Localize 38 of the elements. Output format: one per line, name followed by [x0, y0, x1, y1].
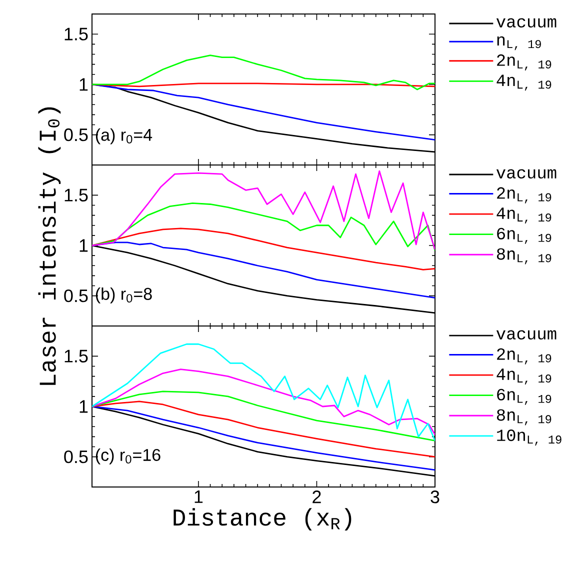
line-series — [92, 170, 435, 250]
line-series — [92, 343, 435, 442]
x-axis-title: Distance (x$_{R}$) — [174, 508, 352, 530]
legend-label: 2n$_{L, 19}$ — [497, 187, 552, 204]
y-axis-title: Laser intensity (I$_{0}$) — [38, 107, 61, 385]
legend-label: vacuum — [496, 330, 556, 340]
legend-label: 6n$_{L, 19}$ — [497, 228, 552, 244]
legend-label: 8n$_{L, 19}$ — [496, 248, 552, 264]
legend-label: 4n$_{L, 19}$ — [496, 368, 552, 385]
y-tick-label: 1.5 — [64, 188, 88, 202]
legend-label: vacuum — [496, 169, 556, 179]
line-series — [92, 390, 435, 442]
legend-label: 2n$_{L, 19}$ — [497, 54, 552, 71]
legend-label: 4n$_{L, 19}$ — [496, 74, 552, 91]
legend-label: 10n$_{L, 19}$ — [497, 430, 562, 446]
y-tick-label: 0.5 — [64, 128, 88, 142]
y-tick-label: 0.5 — [64, 289, 88, 302]
annotation: (c) r$_{0}$=16 — [96, 448, 160, 464]
y-tick-label: 1 — [80, 78, 88, 91]
legend-label: 4n$_{L, 19}$ — [496, 208, 552, 224]
y-tick-label: 1.5 — [64, 28, 88, 40]
annotation: (b) r$_{0}$=8 — [96, 288, 152, 304]
legend-label: vacuum — [496, 18, 556, 28]
x-tick-label: 1 — [194, 490, 203, 503]
annotation: (a) r$_{0}$=4 — [96, 128, 152, 144]
line-series — [92, 54, 435, 90]
y-tick-label: 1 — [80, 400, 88, 413]
y-tick-label: 1.5 — [64, 350, 88, 362]
legend-label: 2n$_{L, 19}$ — [497, 348, 552, 364]
line-series — [92, 368, 435, 436]
legend-label: 8n$_{L, 19}$ — [496, 409, 552, 426]
x-tick-label: 2 — [312, 490, 321, 504]
line-series — [92, 228, 435, 270]
y-tick-label: 0.5 — [64, 450, 88, 464]
y-tick-label: 1 — [80, 239, 88, 252]
x-tick-label: 3 — [430, 490, 440, 504]
legend-label: n$_{L, 19}$ — [497, 36, 541, 50]
legend-label: 6n$_{L, 19}$ — [497, 388, 552, 405]
